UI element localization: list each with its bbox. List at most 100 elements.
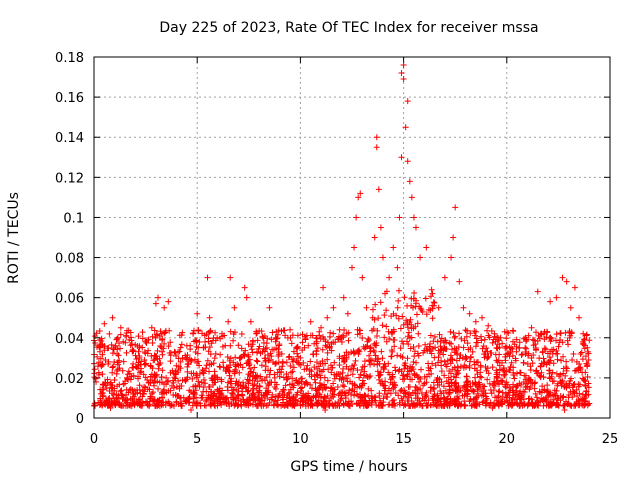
data-point (553, 294, 560, 301)
data-point (266, 356, 273, 363)
data-point (147, 395, 154, 402)
data-point (452, 401, 459, 408)
data-point (570, 351, 577, 358)
data-point (434, 381, 441, 388)
data-point (237, 361, 244, 368)
data-point (437, 343, 444, 350)
data-point (561, 406, 568, 413)
y-tick-label: 0.08 (55, 252, 84, 267)
data-point (520, 388, 527, 395)
data-point (459, 354, 466, 361)
data-point (124, 376, 131, 383)
data-point (370, 326, 377, 333)
data-point (110, 391, 117, 398)
data-point (137, 390, 144, 397)
data-point (151, 371, 158, 378)
data-point (516, 339, 523, 346)
data-points (91, 62, 593, 413)
data-point (313, 335, 320, 342)
data-point (162, 399, 169, 406)
data-point (375, 315, 382, 322)
data-point (314, 345, 321, 352)
data-point (407, 363, 414, 370)
data-point (110, 346, 117, 353)
data-point (383, 307, 390, 314)
data-point (274, 335, 281, 342)
data-point (155, 385, 162, 392)
data-point (471, 358, 478, 365)
data-point (423, 311, 430, 318)
data-point (275, 402, 282, 409)
data-point (493, 373, 500, 380)
data-point (454, 351, 461, 358)
data-point (127, 329, 134, 336)
data-point (103, 396, 110, 403)
data-point (232, 366, 239, 373)
data-point (312, 394, 319, 401)
data-point (526, 386, 533, 393)
data-point (321, 374, 328, 381)
data-point (322, 385, 329, 392)
data-point (194, 350, 201, 357)
x-tick-label: 0 (90, 432, 98, 447)
data-point (155, 402, 162, 409)
data-point (367, 357, 374, 364)
data-point (175, 349, 182, 356)
data-point (289, 375, 296, 382)
data-point (427, 384, 434, 391)
data-point (92, 339, 99, 346)
data-point (529, 379, 536, 386)
data-point (353, 400, 360, 407)
data-point (460, 344, 467, 351)
data-point (252, 393, 258, 400)
data-point (496, 344, 503, 351)
data-point (456, 330, 463, 337)
data-point (275, 359, 282, 366)
data-point (236, 355, 243, 362)
data-point (408, 194, 415, 201)
data-point (139, 335, 146, 342)
data-point (425, 306, 432, 313)
data-point (164, 378, 171, 385)
data-point (149, 333, 156, 340)
data-point (150, 397, 157, 404)
data-point (116, 357, 123, 364)
data-point (434, 338, 441, 345)
data-point (245, 400, 252, 407)
data-point (194, 359, 201, 366)
data-point (404, 324, 411, 331)
data-point (488, 350, 495, 357)
data-point (349, 387, 356, 394)
data-point (290, 348, 297, 355)
data-point (482, 351, 489, 358)
data-point (329, 364, 336, 371)
data-point (154, 332, 161, 339)
x-tick-label: 15 (395, 432, 412, 447)
data-point (165, 298, 172, 305)
data-point (547, 375, 554, 382)
data-point (400, 372, 407, 379)
data-point (380, 382, 387, 389)
data-point (267, 367, 274, 374)
data-point (335, 333, 342, 340)
data-point (257, 373, 264, 380)
data-point (283, 359, 290, 366)
data-point (101, 320, 108, 327)
data-point (335, 399, 342, 406)
data-point (560, 393, 567, 400)
data-point (455, 395, 462, 402)
data-point (289, 358, 296, 365)
data-point (146, 386, 153, 393)
data-point (510, 392, 517, 399)
data-point (519, 351, 526, 358)
data-point (406, 390, 413, 397)
data-point (336, 390, 343, 397)
data-point (271, 374, 278, 381)
y-axis-title: ROTI / TECUs (6, 192, 22, 284)
data-point (347, 366, 354, 373)
data-point (442, 398, 449, 405)
data-point (419, 395, 426, 402)
data-point (410, 214, 417, 221)
data-point (555, 402, 562, 409)
data-point (122, 402, 129, 409)
